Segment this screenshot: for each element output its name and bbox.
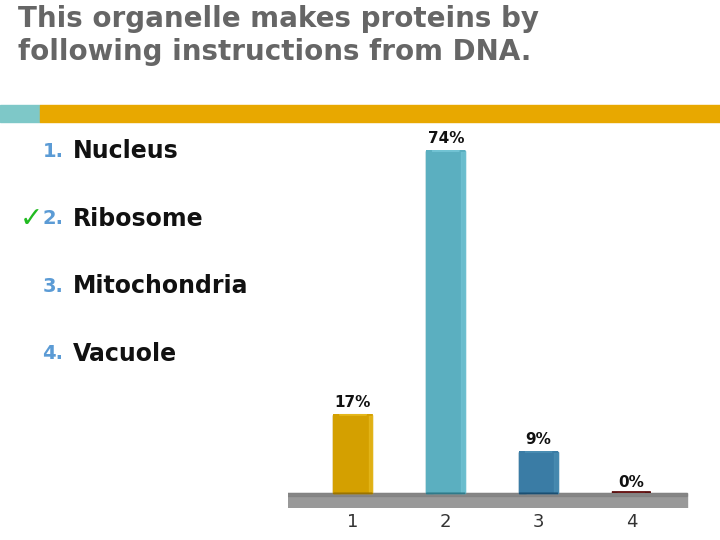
Polygon shape — [333, 415, 341, 494]
Text: ✓: ✓ — [20, 205, 43, 233]
Text: 74%: 74% — [428, 131, 464, 146]
Polygon shape — [554, 452, 558, 494]
Text: Mitochondria: Mitochondria — [73, 274, 248, 298]
Polygon shape — [426, 151, 433, 494]
Text: Vacuole: Vacuole — [73, 342, 177, 366]
FancyBboxPatch shape — [0, 105, 40, 122]
Polygon shape — [462, 151, 465, 494]
Polygon shape — [519, 452, 526, 494]
FancyBboxPatch shape — [40, 105, 720, 122]
Bar — [333, 415, 372, 494]
Polygon shape — [251, 494, 687, 496]
Text: Ribosome: Ribosome — [73, 207, 204, 231]
Text: 4.: 4. — [42, 344, 63, 363]
Text: 0%: 0% — [618, 475, 644, 490]
Text: Nucleus: Nucleus — [73, 139, 179, 163]
Text: 1.: 1. — [42, 141, 63, 161]
Text: 9%: 9% — [526, 432, 552, 447]
Text: 17%: 17% — [335, 395, 371, 410]
Text: This organelle makes proteins by
following instructions from DNA.: This organelle makes proteins by followi… — [18, 5, 539, 66]
Bar — [519, 452, 558, 494]
Polygon shape — [251, 494, 687, 508]
Bar — [426, 151, 465, 494]
Text: 2.: 2. — [42, 209, 63, 228]
Text: 3.: 3. — [42, 276, 63, 296]
Polygon shape — [369, 415, 372, 494]
